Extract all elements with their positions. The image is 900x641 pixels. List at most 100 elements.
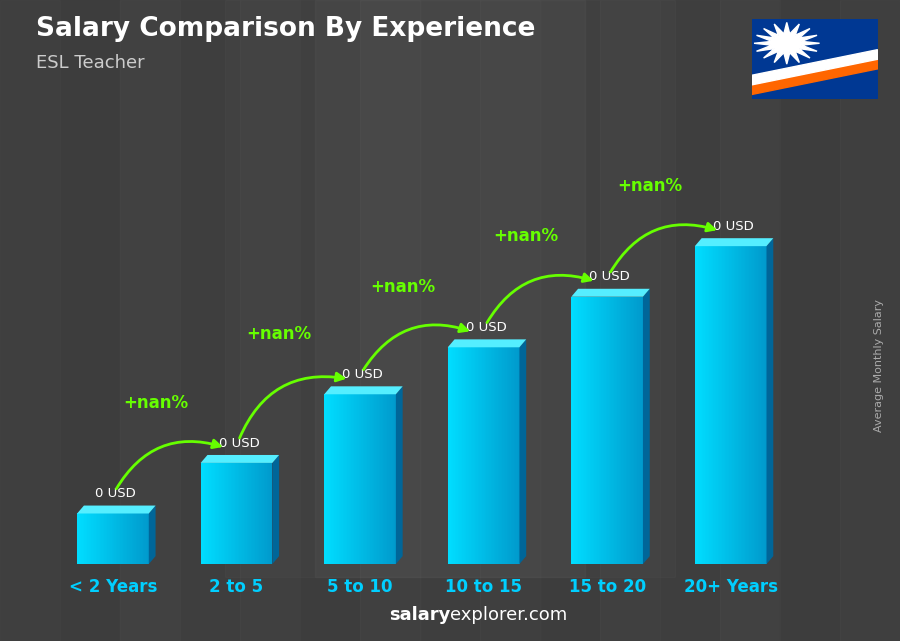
Polygon shape <box>77 506 156 513</box>
Bar <box>745 246 747 564</box>
Bar <box>748 246 750 564</box>
Bar <box>753 246 755 564</box>
Bar <box>514 347 515 564</box>
Bar <box>222 463 224 564</box>
Bar <box>722 246 724 564</box>
Bar <box>486 347 488 564</box>
Bar <box>731 246 733 564</box>
Bar <box>517 347 518 564</box>
Bar <box>340 394 341 564</box>
Bar <box>136 513 138 564</box>
Bar <box>515 347 517 564</box>
Bar <box>330 394 331 564</box>
Bar <box>143 513 145 564</box>
Bar <box>123 513 124 564</box>
Bar <box>593 297 594 564</box>
Bar <box>380 394 382 564</box>
Bar <box>345 394 346 564</box>
Bar <box>364 394 366 564</box>
Bar <box>223 463 225 564</box>
Bar <box>459 347 461 564</box>
Bar <box>589 297 590 564</box>
Bar <box>348 394 350 564</box>
Bar <box>372 394 374 564</box>
Bar <box>746 246 748 564</box>
Bar <box>751 246 752 564</box>
Bar <box>449 347 451 564</box>
Bar <box>719 246 721 564</box>
Bar <box>623 297 625 564</box>
Bar <box>613 297 615 564</box>
Bar <box>365 394 367 564</box>
Bar <box>201 463 203 564</box>
Text: +nan%: +nan% <box>617 177 682 195</box>
Bar <box>724 246 726 564</box>
Bar <box>383 394 384 564</box>
Polygon shape <box>754 22 820 64</box>
Bar <box>208 463 210 564</box>
Bar <box>512 347 514 564</box>
Bar <box>357 394 359 564</box>
Bar <box>87 513 89 564</box>
Bar <box>351 394 353 564</box>
Bar <box>341 394 343 564</box>
Bar <box>377 394 379 564</box>
Bar <box>88 513 90 564</box>
Bar <box>0 0 60 641</box>
Bar <box>461 347 463 564</box>
Polygon shape <box>752 50 878 85</box>
Bar <box>244 463 245 564</box>
Bar <box>714 246 715 564</box>
Bar <box>77 513 78 564</box>
Bar <box>448 347 449 564</box>
Bar <box>251 463 252 564</box>
Bar <box>232 463 234 564</box>
Polygon shape <box>324 387 402 394</box>
Bar <box>215 463 217 564</box>
Bar <box>93 513 94 564</box>
Bar <box>390 394 392 564</box>
Text: Average Monthly Salary: Average Monthly Salary <box>874 299 884 432</box>
Bar <box>119 513 121 564</box>
Text: 0 USD: 0 USD <box>713 220 754 233</box>
Bar <box>94 513 96 564</box>
Bar <box>379 394 380 564</box>
Bar <box>616 297 617 564</box>
Bar <box>611 297 613 564</box>
Bar <box>225 463 227 564</box>
Bar <box>500 347 501 564</box>
Bar <box>387 394 389 564</box>
Bar <box>102 513 103 564</box>
Bar <box>617 297 618 564</box>
Bar <box>242 463 244 564</box>
Bar <box>327 394 328 564</box>
Bar <box>353 394 355 564</box>
Bar <box>763 246 765 564</box>
Bar <box>370 394 372 564</box>
Bar <box>752 246 753 564</box>
Polygon shape <box>643 289 650 564</box>
Bar <box>386 394 387 564</box>
Bar <box>620 297 622 564</box>
Bar <box>120 0 180 641</box>
Bar <box>122 513 123 564</box>
Bar <box>420 0 480 641</box>
Bar <box>355 394 356 564</box>
Bar <box>109 513 110 564</box>
Bar <box>743 246 745 564</box>
Bar <box>369 394 370 564</box>
Bar <box>358 394 360 564</box>
Bar <box>451 347 452 564</box>
Bar <box>300 0 360 641</box>
Bar <box>462 347 464 564</box>
Bar <box>259 463 261 564</box>
Bar <box>464 347 465 564</box>
Bar <box>206 463 208 564</box>
Bar <box>350 394 352 564</box>
Bar <box>637 297 639 564</box>
Bar <box>205 463 206 564</box>
Bar <box>735 246 736 564</box>
Bar <box>228 463 230 564</box>
Bar <box>60 0 120 641</box>
Bar <box>608 297 610 564</box>
